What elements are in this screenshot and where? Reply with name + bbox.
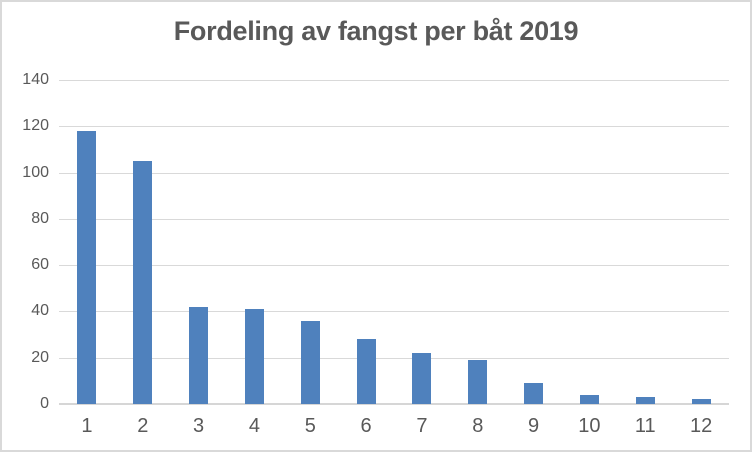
y-gridline <box>59 172 729 174</box>
bar-11 <box>635 397 655 404</box>
y-tick-label: 120 <box>22 117 49 135</box>
x-tick-label: 9 <box>528 415 540 437</box>
plot-area: 0 20 40 60 80 100 120 140 1 2 3 4 5 6 7 8 9 10 11 12 <box>22 72 729 436</box>
y-gridline <box>59 357 729 359</box>
y-gridline <box>59 126 729 128</box>
bar-3 <box>189 306 209 404</box>
y-tick-label: 20 <box>31 348 49 366</box>
x-tick-label: 11 <box>634 415 656 437</box>
x-tick-label: 10 <box>578 415 601 437</box>
y-gridline <box>59 80 729 81</box>
x-tick-label: 7 <box>416 415 428 437</box>
bar-4 <box>244 309 264 404</box>
y-tick-label: 100 <box>22 163 49 181</box>
x-tick-label: 2 <box>137 415 149 437</box>
y-gridline <box>59 218 729 220</box>
bar-10 <box>579 394 599 404</box>
x-axis-line <box>59 403 729 405</box>
x-tick-label: 8 <box>472 415 484 437</box>
chart-title: Fordeling av fangst per båt 2019 <box>173 16 579 46</box>
y-tick-label: 40 <box>31 302 49 320</box>
bar-2 <box>133 161 153 404</box>
y-tick-label: 0 <box>40 395 49 412</box>
bar-1 <box>77 130 97 404</box>
x-tick-label: 6 <box>360 415 372 437</box>
bar-9 <box>524 383 544 404</box>
bar-5 <box>300 320 320 404</box>
bar-6 <box>356 339 376 404</box>
x-tick-label: 4 <box>248 415 260 437</box>
y-tick-label: 60 <box>31 256 49 274</box>
x-tick-label: 5 <box>304 415 316 437</box>
bar-12 <box>691 399 711 404</box>
bar-8 <box>468 360 488 404</box>
x-tick-label: 12 <box>689 415 713 437</box>
y-tick-label: 140 <box>22 71 49 88</box>
bar-7 <box>412 353 432 404</box>
x-tick-label: 3 <box>193 415 205 437</box>
y-gridline <box>59 265 729 267</box>
y-tick-label: 80 <box>31 209 49 227</box>
x-tick-label: 1 <box>81 415 93 437</box>
y-gridline <box>59 311 729 313</box>
